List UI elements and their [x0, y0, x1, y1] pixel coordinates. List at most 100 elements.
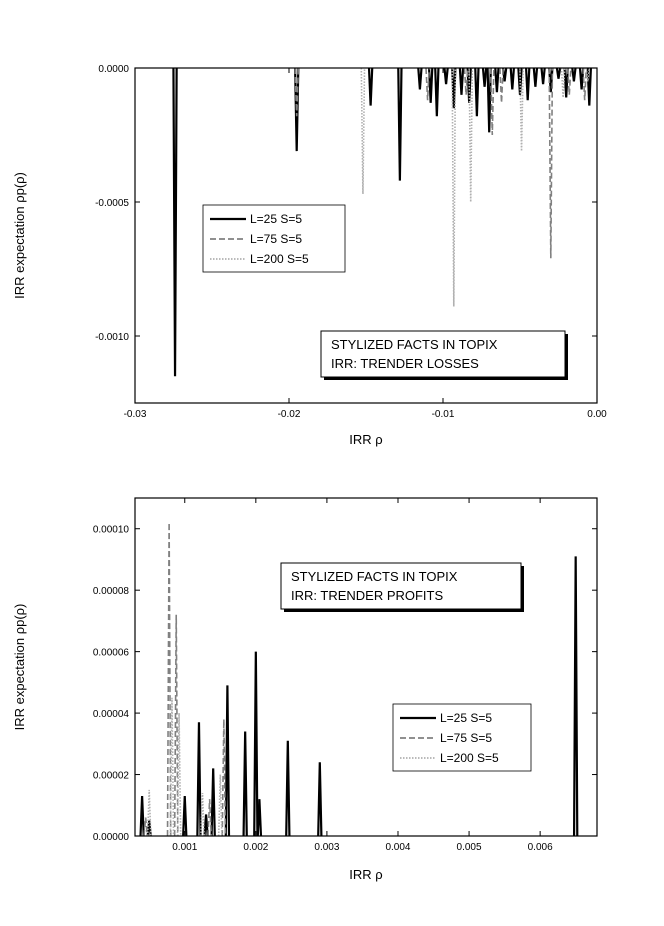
data-spike	[427, 67, 434, 103]
data-spike	[210, 768, 216, 837]
legend-label: L=25 S=5	[250, 212, 302, 226]
annotation-line: IRR: TRENDER LOSSES	[331, 356, 479, 371]
x-tick-label: 0.00	[587, 409, 607, 420]
data-spike	[509, 67, 515, 90]
data-spike	[571, 67, 577, 82]
data-spike	[540, 67, 546, 85]
y-tick-label: 0.00006	[93, 648, 130, 659]
data-spike	[172, 67, 178, 377]
legend-label: L=200 S=5	[440, 751, 499, 765]
data-spike	[566, 67, 572, 95]
data-spike	[434, 67, 440, 117]
data-spike	[397, 67, 403, 181]
data-spike	[585, 67, 591, 82]
annotation-box	[280, 562, 522, 610]
x-tick-label: 0.001	[172, 842, 197, 853]
annotation-line: IRR: TRENDER PROFITS	[291, 588, 443, 603]
data-spike	[466, 67, 472, 103]
x-tick-label: 0.002	[243, 842, 268, 853]
y-tick-label: -0.0005	[95, 198, 129, 209]
series-1	[135, 556, 597, 837]
data-spike	[182, 796, 188, 837]
data-spike	[294, 67, 300, 117]
y-tick-label: 0.00008	[93, 586, 130, 597]
data-spike	[525, 67, 531, 101]
data-spike	[176, 713, 182, 837]
annotation-line: STYLIZED FACTS IN TOPIX	[331, 337, 498, 352]
data-spike	[253, 651, 259, 837]
data-spike	[519, 67, 524, 152]
data-spike	[578, 67, 585, 90]
data-spike	[367, 67, 374, 106]
chart-trender-profits: 0.001 0.002 0.003 0.004 0.005 0.006 0.00000 0.0…	[12, 497, 598, 882]
data-spike	[548, 67, 554, 259]
data-spike	[555, 67, 562, 79]
data-spike	[207, 799, 213, 837]
y-axis-label: IRR expectation ρp(ρ)	[12, 172, 27, 299]
data-spike	[139, 796, 145, 837]
data-spike	[494, 67, 500, 93]
data-spike	[563, 67, 569, 98]
y-tick-label: 0.00010	[93, 525, 130, 536]
data-spike	[572, 556, 579, 837]
data-spike	[285, 740, 291, 837]
y-tick-label: 0.00004	[93, 709, 130, 720]
data-spike	[146, 789, 152, 837]
data-spike	[489, 67, 495, 136]
data-spike	[169, 697, 175, 837]
data-spike	[425, 67, 430, 101]
y-tick-label: -0.0010	[95, 332, 129, 343]
data-spike	[217, 774, 223, 837]
annotation-line: STYLIZED FACTS IN TOPIX	[291, 569, 458, 584]
x-tick-label: -0.01	[432, 409, 455, 420]
x-tick-label: -0.02	[278, 409, 301, 420]
data-spike	[221, 719, 227, 837]
data-spike	[474, 67, 480, 117]
data-spike	[486, 67, 492, 133]
data-spike	[458, 67, 465, 95]
data-spike	[143, 817, 149, 837]
data-spike	[196, 722, 202, 837]
data-spike	[463, 67, 469, 95]
data-spike	[517, 67, 523, 95]
data-spike	[224, 685, 231, 837]
data-spike	[166, 522, 172, 837]
data-spike	[203, 814, 209, 837]
data-spike	[481, 67, 488, 87]
x-axis-label: IRR ρ	[349, 867, 382, 882]
x-tick-label: 0.003	[314, 842, 339, 853]
data-spike	[468, 67, 474, 203]
legend-label: L=75 S=5	[250, 232, 302, 246]
data-spike	[532, 67, 539, 87]
annotation-box	[320, 330, 566, 378]
data-spike	[443, 67, 449, 85]
data-spike	[317, 762, 323, 837]
x-tick-label: -0.03	[124, 409, 147, 420]
data-spike	[499, 67, 504, 103]
x-tick-label: 0.005	[457, 842, 482, 853]
data-spike	[582, 67, 588, 101]
data-spike	[256, 799, 263, 837]
x-tick-label: 0.004	[385, 842, 410, 853]
chart-trender-losses: -0.03 -0.02 -0.01 0.00 0.0000 -0.0005 -0.0010 I…	[12, 64, 607, 447]
plot-frame	[134, 67, 598, 404]
x-tick-label: 0.006	[528, 842, 553, 853]
legend-label: L=25 S=5	[440, 711, 492, 725]
data-spike	[242, 731, 248, 837]
legend-label: L=75 S=5	[440, 731, 492, 745]
y-tick-label: 0.00002	[93, 771, 130, 782]
data-spike	[360, 67, 366, 194]
legend-label: L=200 S=5	[250, 252, 309, 266]
y-tick-label: 0.00000	[93, 832, 130, 843]
data-spike	[173, 614, 179, 837]
legend-box	[202, 204, 346, 273]
y-tick-label: 0.0000	[98, 64, 129, 75]
x-axis-label: IRR ρ	[349, 432, 382, 447]
y-axis-label: IRR expectation ρp(ρ)	[12, 604, 27, 731]
data-spike	[200, 792, 205, 837]
legend-box	[392, 703, 532, 772]
data-spike	[560, 67, 566, 98]
data-spike	[417, 67, 423, 90]
plot-frame	[134, 497, 598, 837]
